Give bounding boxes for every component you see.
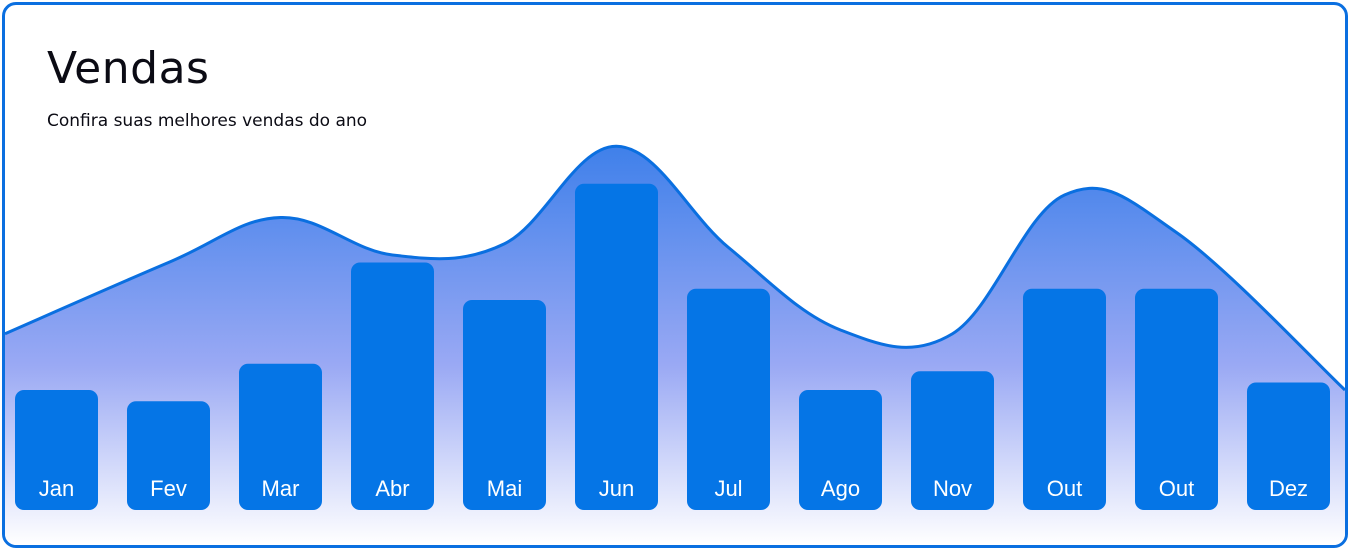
bar-dez-11 [1247,382,1330,510]
bar-mai-4 [463,300,546,510]
bar-label-1: Fev [150,476,187,501]
bar-label-5: Jun [599,476,634,501]
bar-label-4: Mai [487,476,522,501]
bar-label-8: Nov [933,476,972,501]
bars-group [15,183,1330,510]
page-title: Vendas [47,43,210,94]
trend-area [5,146,1345,545]
bar-jan-0 [15,390,98,510]
bar-nov-8 [911,371,994,510]
bar-label-0: Jan [39,476,74,501]
bar-abr-3 [351,262,434,510]
bar-label-2: Mar [262,476,300,501]
bar-out-10 [1135,288,1218,510]
bar-label-3: Abr [375,476,409,501]
bar-out-9 [1023,288,1106,510]
bar-label-6: Jul [714,476,742,501]
bar-label-7: Ago [821,476,860,501]
bar-label-9: Out [1047,476,1082,501]
bar-jun-5 [575,183,658,510]
bar-label-10: Out [1159,476,1194,501]
bar-label-11: Dez [1269,476,1308,501]
bar-labels-group: Jan Fev Mar Abr Mai Jun Jul Ago Nov Out Out Dez [39,476,1308,501]
bar-jul-6 [687,288,770,510]
bar-fev-1 [127,401,210,510]
bar-ago-7 [799,390,882,510]
trend-line [5,144,1345,392]
sales-chart: Jan Fev Mar Abr Mai Jun Jul Ago Nov Out Out Dez [5,144,1345,545]
page-subtitle: Confira suas melhores vendas do ano [47,111,368,131]
bar-mar-2 [239,363,322,510]
